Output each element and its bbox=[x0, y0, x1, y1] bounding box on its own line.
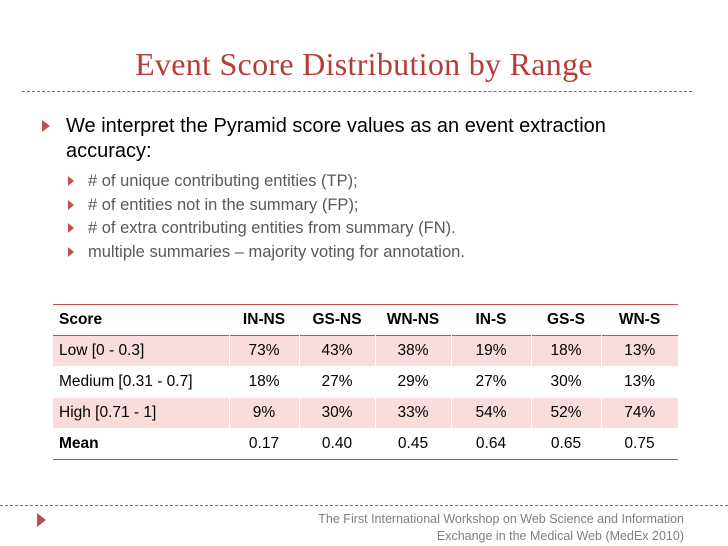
sub-bullet-text: multiple summaries – majority voting for… bbox=[88, 242, 465, 261]
table-cell: 13% bbox=[601, 335, 678, 367]
table-cell: 54% bbox=[451, 397, 532, 429]
table-cell: 0.17 bbox=[248, 435, 280, 452]
title-divider bbox=[22, 91, 692, 92]
sub-bullet-text: # of entities not in the summary (FP); bbox=[88, 195, 359, 214]
triangle-right-icon bbox=[68, 223, 74, 233]
table-cell: 73% bbox=[229, 335, 300, 367]
table-row: Low [0 - 0.3] 73% 43% 38% 19% 18% 13% bbox=[53, 335, 678, 367]
table-cell: 29% bbox=[397, 373, 429, 390]
main-bullet-text: We interpret the Pyramid score values as… bbox=[66, 115, 606, 162]
slide-title: Event Score Distribution by Range bbox=[135, 46, 593, 82]
table-cell: 0.45 bbox=[397, 435, 429, 452]
table-cell: 30% bbox=[299, 397, 376, 429]
sub-bullet-text: # of extra contributing entities from su… bbox=[88, 219, 456, 237]
table-cell: 38% bbox=[375, 335, 452, 367]
row-label-cell: High [0.71 - 1] bbox=[53, 397, 230, 429]
table-cell: 30% bbox=[550, 373, 582, 390]
table-cell: 33% bbox=[375, 397, 452, 429]
triangle-right-icon bbox=[37, 513, 46, 527]
triangle-right-icon bbox=[42, 120, 50, 132]
header-cell: IN-NS bbox=[242, 311, 286, 328]
table-row: High [0.71 - 1] 9% 30% 33% 54% 52% 74% bbox=[53, 397, 678, 429]
table-top-rule bbox=[53, 304, 678, 305]
row-label-cell: Mean bbox=[59, 435, 99, 452]
table-cell: 52% bbox=[531, 397, 602, 429]
table-cell: 27% bbox=[475, 373, 507, 390]
triangle-right-icon bbox=[68, 246, 74, 257]
table-cell: 43% bbox=[299, 335, 376, 367]
score-distribution-table: Score IN-NS GS-NS WN-NS IN-S GS-S WN-S L… bbox=[53, 305, 678, 460]
header-cell: GS-NS bbox=[312, 311, 362, 328]
sub-bullet: multiple summaries – majority voting for… bbox=[68, 241, 668, 265]
table-cell: 27% bbox=[321, 373, 353, 390]
sub-bullet-list: # of unique contributing entities (TP); … bbox=[68, 170, 668, 264]
table-cell: 19% bbox=[451, 335, 532, 367]
sub-bullet: # of unique contributing entities (TP); bbox=[68, 170, 668, 194]
header-cell: WN-S bbox=[618, 311, 661, 328]
footer-line-2: Exchange in the Medical Web (MedEx 2010) bbox=[436, 529, 684, 543]
footer-text: The First International Workshop on Web … bbox=[214, 511, 684, 545]
sub-bullet: # of extra contributing entities from su… bbox=[68, 217, 668, 241]
row-label-cell: Medium [0.31 - 0.7] bbox=[59, 373, 193, 390]
table-cell: 18% bbox=[531, 335, 602, 367]
table-row-mean: Mean 0.17 0.40 0.45 0.64 0.65 0.75 bbox=[53, 429, 678, 460]
header-cell: IN-S bbox=[475, 311, 507, 328]
table-cell: 0.65 bbox=[550, 435, 582, 452]
row-label-cell: Low [0 - 0.3] bbox=[53, 335, 230, 367]
footer-divider bbox=[0, 505, 728, 506]
header-cell: Score bbox=[59, 311, 103, 328]
table-cell: 18% bbox=[248, 373, 280, 390]
sub-bullet-text: # of unique contributing entities (TP); bbox=[88, 172, 358, 190]
triangle-right-icon bbox=[68, 176, 74, 186]
triangle-right-icon bbox=[68, 199, 74, 210]
table-cell: 0.40 bbox=[321, 435, 353, 452]
table-cell: 9% bbox=[229, 397, 300, 429]
table-row: Medium [0.31 - 0.7] 18% 27% 29% 27% 30% … bbox=[53, 367, 678, 398]
table-cell: 0.75 bbox=[624, 435, 655, 452]
header-cell: GS-S bbox=[547, 311, 585, 328]
header-cell: WN-NS bbox=[386, 311, 440, 328]
table-cell: 74% bbox=[601, 397, 678, 429]
main-bullet: We interpret the Pyramid score values as… bbox=[42, 114, 682, 164]
table-header-row: Score IN-NS GS-NS WN-NS IN-S GS-S WN-S bbox=[53, 305, 678, 336]
footer-line-1: The First International Workshop on Web … bbox=[318, 512, 684, 526]
table-cell: 0.64 bbox=[475, 435, 507, 452]
table-cell: 13% bbox=[623, 373, 656, 390]
sub-bullet: # of entities not in the summary (FP); bbox=[68, 194, 668, 218]
